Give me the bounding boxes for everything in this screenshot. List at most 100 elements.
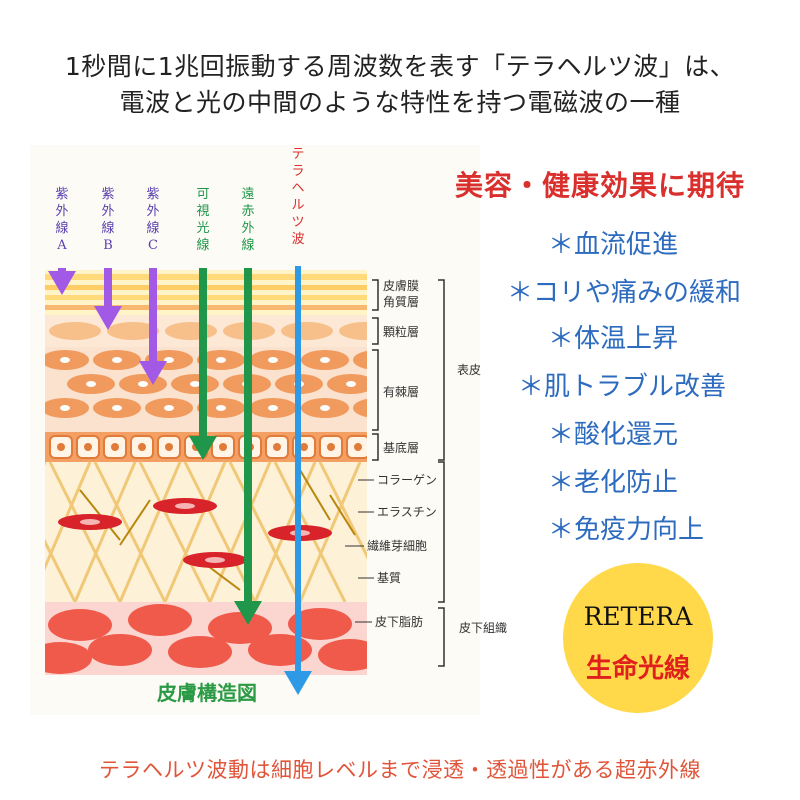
fat-cell	[88, 634, 152, 666]
label-epidermis: 表皮	[457, 363, 481, 377]
benefit-item: ＊老化防止	[548, 468, 679, 498]
svg-text:外: 外	[146, 204, 159, 219]
bracket-stratum	[372, 279, 379, 311]
fat-cell	[288, 608, 352, 640]
retera-badge	[563, 563, 713, 713]
svg-text:線: 線	[241, 237, 254, 253]
ray-arrow-head	[94, 306, 122, 330]
ray-arrow-shaft	[149, 268, 157, 363]
dermis-layer	[45, 461, 367, 603]
ray-arrow-head	[284, 671, 312, 695]
svg-text:紫: 紫	[55, 187, 68, 202]
bracket-basal	[372, 433, 379, 461]
label-matrix: 基質	[377, 570, 401, 585]
benefit-item: ＊コリや痛みの緩和	[507, 278, 742, 308]
svg-text:赤: 赤	[241, 204, 254, 219]
svg-text:光: 光	[196, 221, 209, 236]
svg-text:線: 線	[55, 220, 68, 236]
fat-cell	[248, 634, 312, 666]
label-basal: 基底層	[383, 440, 419, 455]
ray-arrow-shaft	[295, 266, 301, 673]
benefit-item: ＊酸化還元	[548, 420, 679, 450]
ray-arrow-head	[234, 601, 262, 625]
diagram-title: 皮膚構造図	[157, 681, 257, 705]
fat-cell	[45, 642, 92, 674]
svg-text:外: 外	[101, 204, 114, 219]
svg-text:ル: ル	[291, 198, 304, 213]
bracket-dermis	[438, 461, 445, 603]
label-elastin: エラスチン	[377, 505, 437, 519]
label-skin-membrane: 皮膚膜	[383, 278, 419, 293]
svg-text:波: 波	[291, 232, 304, 247]
badge-brand: RETERA	[583, 602, 693, 631]
label-fat: 皮下脂肪	[375, 614, 423, 629]
badge-subtitle: 生命光線	[585, 654, 690, 684]
granular-cell	[339, 322, 367, 340]
svg-text:テ: テ	[291, 147, 304, 162]
svg-text:ラ: ラ	[291, 164, 304, 179]
svg-text:外: 外	[55, 204, 68, 219]
ray-arrow-head	[139, 361, 167, 385]
spinous-cell	[353, 350, 367, 370]
label-stratum-corneum: 角質層	[383, 294, 419, 309]
benefit-item: ＊血流促進	[548, 230, 679, 260]
bracket-spinous	[372, 349, 379, 431]
spinous-cell	[353, 398, 367, 418]
granular-cell	[49, 322, 101, 340]
ray-arrow-shaft	[199, 268, 207, 438]
svg-text:線: 線	[101, 220, 114, 236]
label-granular: 顆粒層	[383, 324, 419, 339]
svg-text:B: B	[103, 238, 113, 253]
ray-arrow-shaft	[58, 268, 66, 273]
granular-cell	[165, 322, 217, 340]
granular-layer	[45, 315, 367, 347]
elastin-fiber	[299, 469, 331, 521]
svg-text:遠: 遠	[241, 187, 254, 202]
svg-text:可: 可	[196, 187, 209, 202]
elastin-fiber	[329, 494, 356, 536]
label-spinous: 有棘層	[383, 385, 419, 399]
fat-cell	[128, 604, 192, 636]
svg-text:ツ: ツ	[291, 215, 304, 230]
headline-line-2: 電波と光の中間のような特性を持つ電磁波の一種	[119, 88, 681, 117]
bracket-epidermis	[438, 279, 445, 461]
ray-arrow-shaft	[104, 268, 112, 308]
fat-cell	[48, 609, 112, 641]
svg-text:紫: 紫	[146, 187, 159, 202]
ray-arrow-shaft	[244, 268, 252, 603]
svg-text:外: 外	[241, 221, 254, 236]
ray-arrow-head	[189, 436, 217, 460]
subcutaneous-fat-layer	[45, 602, 367, 675]
ray-arrow-head	[48, 271, 76, 295]
ray-label: テラヘルツ波	[291, 147, 304, 247]
svg-text:紫: 紫	[101, 187, 114, 202]
label-fibroblast: 繊維芽細胞	[367, 539, 427, 553]
svg-text:A: A	[56, 238, 67, 253]
svg-text:C: C	[148, 238, 158, 253]
headline-line-1: 1秒間に1兆回振動する周波数を表す「テラヘルツ波」は、	[64, 52, 736, 81]
fat-cell	[318, 639, 367, 671]
benefit-item: ＊肌トラブル改善	[518, 372, 727, 402]
svg-text:ヘ: ヘ	[291, 181, 304, 196]
bracket-granular	[372, 317, 379, 345]
benefit-item: ＊体温上昇	[548, 324, 679, 354]
granular-cell	[107, 322, 159, 340]
benefit-item: ＊免疫力向上	[548, 515, 705, 545]
fat-cell	[168, 636, 232, 668]
benefits-title: 美容・健康効果に期待	[454, 169, 745, 202]
svg-text:線: 線	[196, 237, 209, 253]
fat-cell	[208, 612, 272, 644]
bracket-subcutaneous	[438, 607, 445, 667]
svg-text:線: 線	[146, 220, 159, 236]
label-collagen: コラーゲン	[377, 473, 437, 487]
elastin-fiber	[119, 499, 151, 546]
svg-text:視: 視	[196, 204, 209, 219]
footer-caption: テラヘルツ波動は細胞レベルまで浸透・透過性がある超赤外線	[99, 758, 701, 782]
granular-cell	[281, 322, 333, 340]
